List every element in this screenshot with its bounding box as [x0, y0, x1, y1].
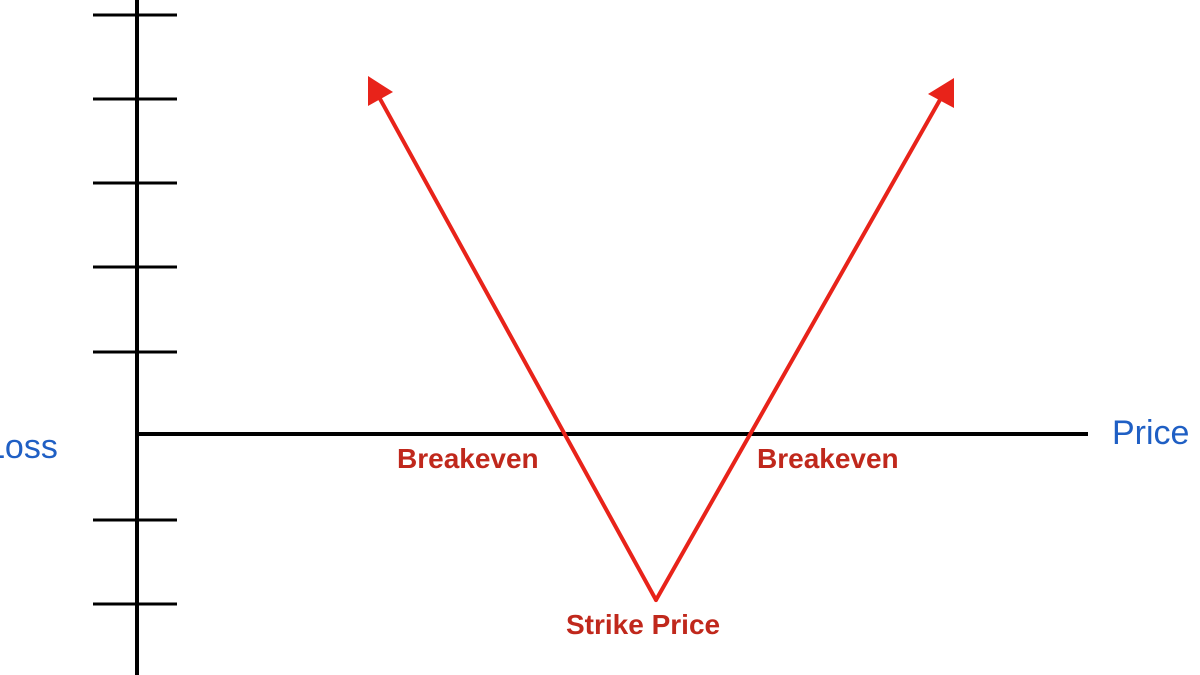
x-axis-label: Price: [1112, 414, 1190, 452]
arrow-up-right-icon: [928, 78, 954, 108]
y-axis-label: Loss: [0, 428, 58, 466]
y-axis-group: [93, 0, 177, 675]
breakeven-right-label: Breakeven: [757, 443, 899, 474]
payoff-lines: [377, 95, 943, 602]
payoff-left-leg: [377, 95, 658, 602]
arrow-up-left-icon: [368, 76, 393, 106]
breakeven-left-label: Breakeven: [397, 443, 539, 474]
payoff-right-leg: [654, 96, 943, 602]
strike-price-label: Strike Price: [566, 609, 721, 640]
